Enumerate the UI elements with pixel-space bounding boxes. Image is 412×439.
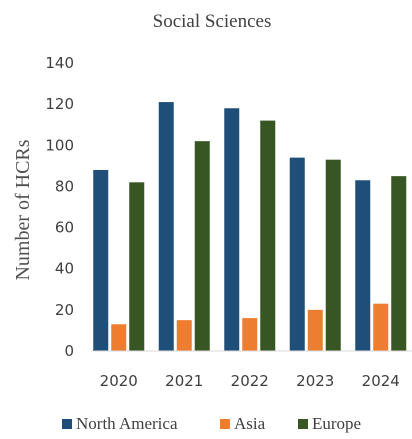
bar-asia-2021: [176, 320, 192, 351]
bar-europe-2024: [391, 176, 407, 351]
y-tick-label: 80: [55, 177, 74, 195]
bar-europe-2022: [260, 120, 276, 351]
y-axis-label: Number of HCRs: [12, 139, 34, 280]
bar-north-america-2023: [289, 157, 305, 351]
bar-europe-2020: [129, 182, 145, 351]
legend-label-europe: Europe: [312, 414, 361, 433]
y-tick-label: 40: [55, 260, 74, 278]
bar-north-america-2020: [93, 169, 109, 351]
legend-swatch-europe: [298, 419, 308, 429]
legend-label-north-america: North America: [76, 414, 178, 433]
y-tick-label: 100: [45, 136, 74, 154]
legend-label-asia: Asia: [234, 414, 266, 433]
x-axis-ticks: 2020 2021 2022 2023 2024: [100, 372, 400, 390]
bar-asia-2023: [307, 309, 323, 351]
x-tick-label: 2020: [100, 372, 138, 390]
bar-north-america-2024: [355, 180, 371, 351]
y-tick-label: 120: [45, 95, 74, 113]
bar-asia-2024: [373, 303, 389, 351]
x-tick-label: 2023: [296, 372, 334, 390]
x-tick-label: 2022: [231, 372, 269, 390]
chart-title: Social Sciences: [153, 11, 272, 32]
y-tick-label: 60: [55, 219, 74, 237]
bar-asia-2020: [111, 324, 127, 351]
bar-europe-2023: [325, 159, 341, 351]
bar-north-america-2022: [224, 108, 240, 351]
bar-asia-2022: [242, 318, 258, 351]
legend: North America Asia Europe: [62, 414, 361, 433]
bar-europe-2021: [194, 141, 210, 351]
legend-swatch-north-america: [62, 419, 72, 429]
bars: [93, 102, 407, 351]
x-tick-label: 2024: [362, 372, 400, 390]
legend-swatch-asia: [220, 419, 230, 429]
y-tick-label: 20: [55, 301, 74, 319]
y-tick-label: 0: [64, 342, 74, 360]
y-tick-label: 140: [45, 54, 74, 72]
x-tick-label: 2021: [165, 372, 203, 390]
y-axis-ticks: 0 20 40 60 80 100 120 140: [45, 54, 74, 360]
bar-north-america-2021: [158, 102, 174, 351]
